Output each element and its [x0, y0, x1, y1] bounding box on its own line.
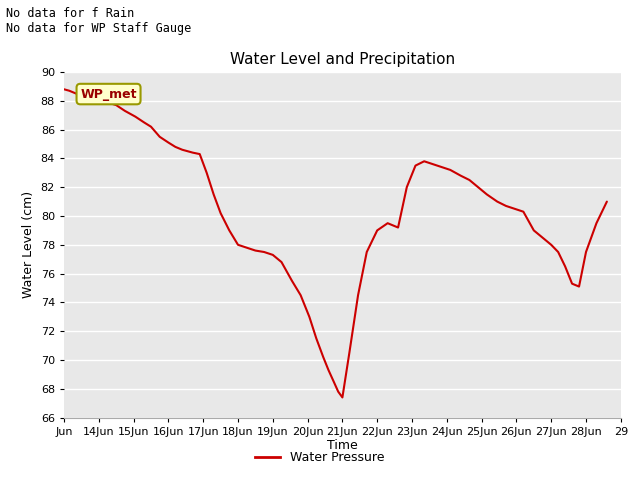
Text: WP_met: WP_met: [80, 87, 137, 100]
Y-axis label: Water Level (cm): Water Level (cm): [22, 191, 35, 299]
Title: Water Level and Precipitation: Water Level and Precipitation: [230, 52, 455, 67]
Legend: Water Pressure: Water Pressure: [250, 446, 390, 469]
Text: No data for WP Staff Gauge: No data for WP Staff Gauge: [6, 22, 191, 35]
Text: No data for f Rain: No data for f Rain: [6, 7, 134, 20]
X-axis label: Time: Time: [327, 439, 358, 453]
